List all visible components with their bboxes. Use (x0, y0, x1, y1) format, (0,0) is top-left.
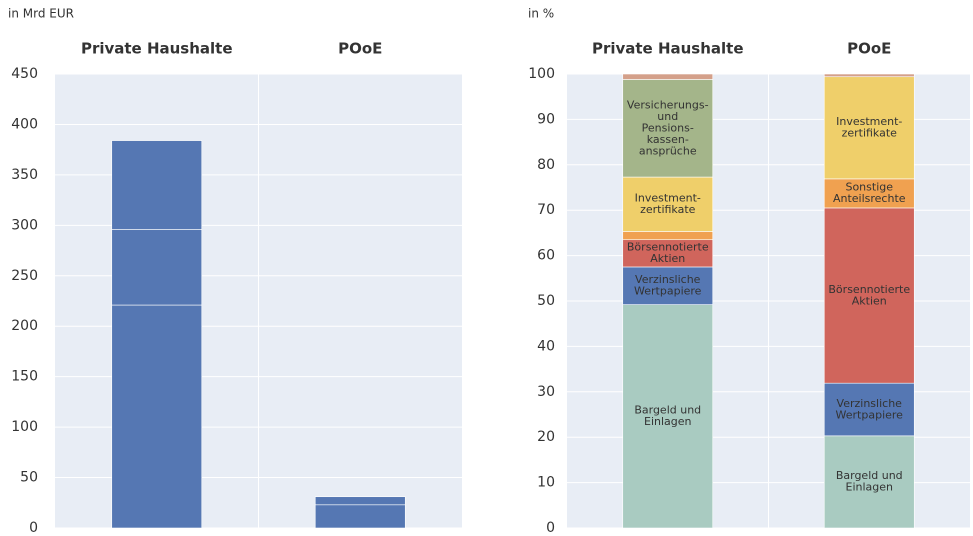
bar-segment (823, 382, 915, 437)
bar-segment (622, 304, 714, 529)
segment-label: zertifikate (842, 127, 898, 140)
y-tick-label: 30 (537, 384, 555, 400)
bar-segment (111, 304, 203, 529)
y-tick-label: 50 (20, 470, 38, 486)
segment-label: Einlagen (846, 481, 894, 494)
bar-segment (823, 207, 915, 384)
y-tick-label: 250 (11, 268, 38, 284)
bar-segment (622, 176, 714, 232)
segment-label: ansprüche (639, 144, 697, 157)
segment-label: kassen- (647, 133, 689, 146)
y-tick-label: 350 (11, 167, 38, 183)
y-tick-label: 60 (537, 248, 555, 264)
bar-segment (622, 79, 714, 178)
segment-label: Börsennotierte (828, 283, 910, 296)
segment-label: Aktien (650, 252, 685, 265)
bar-segment (823, 178, 915, 209)
bar-segment (823, 435, 915, 529)
y-tick-label: 90 (537, 111, 555, 127)
axis-unit: in Mrd EUR (8, 7, 74, 21)
segment-label: Einlagen (644, 415, 692, 428)
y-tick-label: 150 (11, 369, 38, 385)
segment-label: Bargeld und (836, 469, 903, 482)
y-tick-label: 40 (537, 338, 555, 354)
bar-segment (823, 73, 915, 78)
category-header: POoE (338, 40, 382, 58)
y-tick-label: 0 (546, 520, 555, 532)
category-header: Private Haushalte (81, 40, 233, 58)
segment-label: Versicherungs- (627, 98, 709, 111)
segment-label: Wertpapiere (634, 285, 702, 298)
axis-unit: in % (528, 7, 554, 21)
segment-label: Bargeld und (634, 404, 701, 417)
y-tick-label: 70 (537, 202, 555, 218)
y-tick-label: 80 (537, 157, 555, 173)
segment-label: und (657, 110, 678, 123)
y-tick-label: 200 (11, 318, 38, 334)
category-header: Private Haushalte (592, 40, 744, 58)
bar-segment (622, 73, 714, 80)
bar-segment (314, 504, 406, 529)
segment-label: Anteilsrechte (833, 192, 906, 205)
y-tick-label: 400 (11, 116, 38, 132)
segment-label: Investment- (635, 192, 701, 205)
y-tick-label: 50 (537, 293, 555, 309)
y-tick-label: 0 (29, 520, 38, 532)
y-tick-label: 300 (11, 217, 38, 233)
segment-label: Börsennotierte (627, 241, 709, 254)
segment-label: Pensions- (642, 121, 694, 134)
segment-label: zertifikate (640, 203, 696, 216)
category-header: POoE (847, 40, 891, 58)
y-tick-label: 100 (11, 419, 38, 435)
segment-label: Sonstige (845, 181, 893, 194)
bar-segment (823, 76, 915, 180)
segment-label: Aktien (852, 294, 887, 307)
bar-segment (622, 231, 714, 241)
segment-label: Investment- (836, 115, 902, 128)
bar-segment (314, 496, 406, 506)
y-tick-label: 100 (528, 66, 555, 82)
y-tick-label: 450 (11, 66, 38, 82)
y-tick-label: 10 (537, 475, 555, 491)
y-tick-label: 20 (537, 429, 555, 445)
bar-segment (111, 229, 203, 306)
segment-label: Verzinsliche (635, 273, 701, 286)
bar-segment (111, 140, 203, 230)
segment-label: Verzinsliche (837, 397, 903, 410)
segment-label: Wertpapiere (836, 408, 904, 421)
